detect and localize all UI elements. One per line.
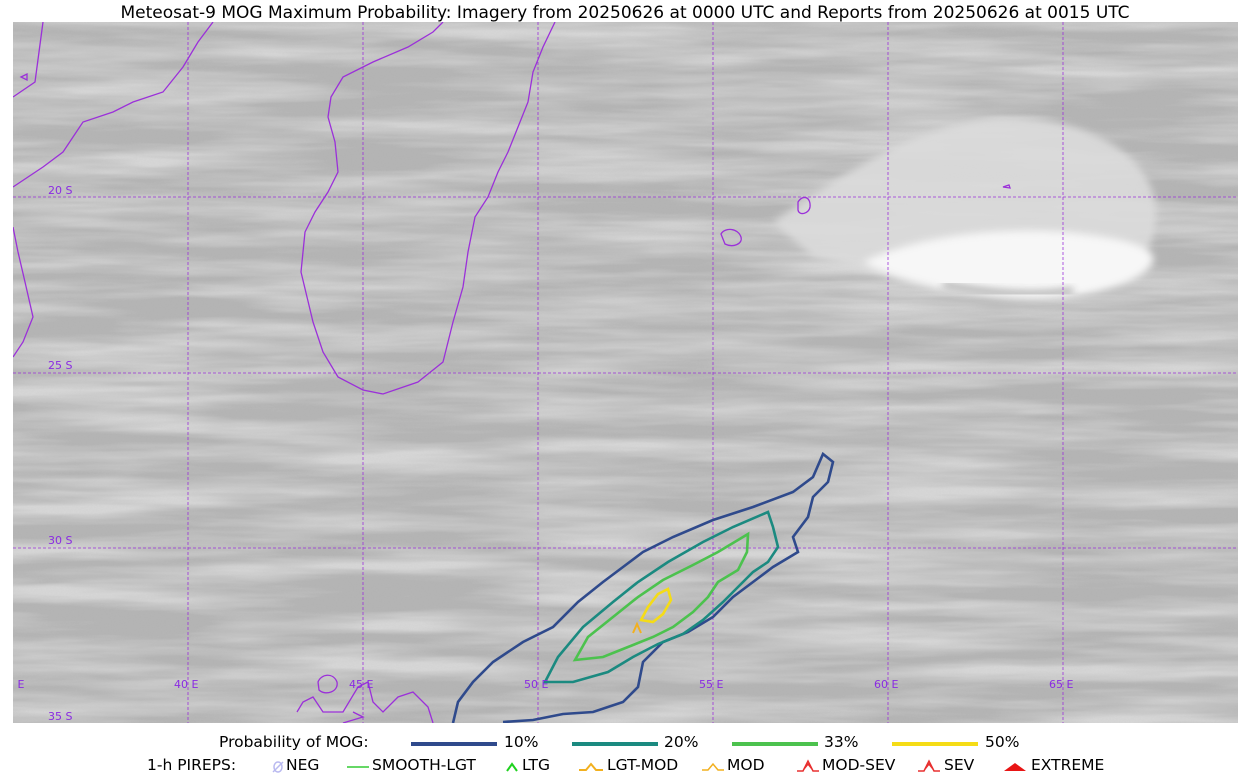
coastlines: [13, 22, 1011, 723]
smooth-lgt-icon: [347, 766, 369, 768]
lat-label: 25 S: [48, 359, 72, 372]
pirep-label-mod: MOD: [727, 756, 765, 774]
pirep-label-ltg: LTG: [522, 756, 550, 774]
pirep-label-extreme: EXTREME: [1031, 756, 1105, 774]
probability-contours: [451, 451, 835, 723]
lon-labels: 35 E 40 E 45 E 50 E 55 E 60 E 65 E: [13, 678, 1073, 691]
lat-label: 30 S: [48, 534, 72, 547]
lon-label: 35 E: [13, 678, 24, 691]
pirep-label-lgt-mod: LGT-MOD: [607, 756, 679, 774]
lon-label: 40 E: [174, 678, 198, 691]
coast-island-south: [317, 674, 338, 694]
pirep-legend-label: 1-h PIREPS:: [147, 756, 237, 774]
coast-mozambique: [13, 22, 214, 188]
contour-50: [638, 587, 673, 624]
lon-label: 50 E: [524, 678, 548, 691]
extreme-icon: [1004, 763, 1026, 771]
pirep-label-neg: NEG: [286, 756, 320, 774]
lat-labels: 20 S 25 S 30 S 35 S: [48, 184, 72, 723]
legend-label-10: 10%: [504, 733, 539, 751]
coast-madagascar: [300, 22, 556, 395]
contour-33: [572, 531, 750, 662]
pirep-marker[interactable]: [632, 621, 642, 634]
map-canvas: 20 S 25 S 30 S 35 S 35 E 40 E 45 E 50 E …: [13, 22, 1238, 723]
legend-swatch-20: [572, 742, 658, 746]
legend-label-50: 50%: [985, 733, 1020, 751]
ltg-icon: [506, 762, 518, 772]
lgt-mod-icon: [579, 762, 603, 771]
legend-swatch-33: [732, 742, 818, 746]
mod-sev-icon: [797, 759, 819, 772]
legend-label-20: 20%: [664, 733, 699, 751]
mod-icon: [702, 762, 724, 771]
lon-label: 65 E: [1049, 678, 1073, 691]
contour-10: [451, 451, 835, 723]
pirep-label-sev: SEV: [944, 756, 975, 774]
map-title: Meteosat-9 MOG Maximum Probability: Imag…: [120, 3, 1130, 23]
probability-legend-label: Probability of MOG:: [219, 733, 369, 751]
pirep-label-mod-sev: MOD-SEV: [822, 756, 896, 774]
lon-label: 55 E: [699, 678, 723, 691]
sev-icon: [918, 759, 940, 772]
lon-label: 45 E: [349, 678, 373, 691]
legend-swatch-10: [411, 742, 497, 746]
legend-label-33: 33%: [824, 733, 859, 751]
lat-label: 35 S: [48, 710, 72, 723]
coast-mozambique-north: [13, 22, 44, 98]
cloud-mass: [773, 117, 1157, 299]
satellite-map[interactable]: 20 S 25 S 30 S 35 S 35 E 40 E 45 E 50 E …: [13, 22, 1238, 723]
neg-icon: [272, 761, 284, 773]
contour-20: [542, 510, 780, 684]
coast-reunion: [797, 196, 811, 215]
legend-swatch-50: [892, 742, 978, 746]
lat-label: 20 S: [48, 184, 72, 197]
coast-mozambique-south: [13, 226, 34, 358]
graticule: [13, 22, 1238, 723]
lon-label: 60 E: [874, 678, 898, 691]
coast-mauritius: [720, 228, 742, 247]
pirep-label-smooth-lgt: SMOOTH-LGT: [372, 756, 476, 774]
